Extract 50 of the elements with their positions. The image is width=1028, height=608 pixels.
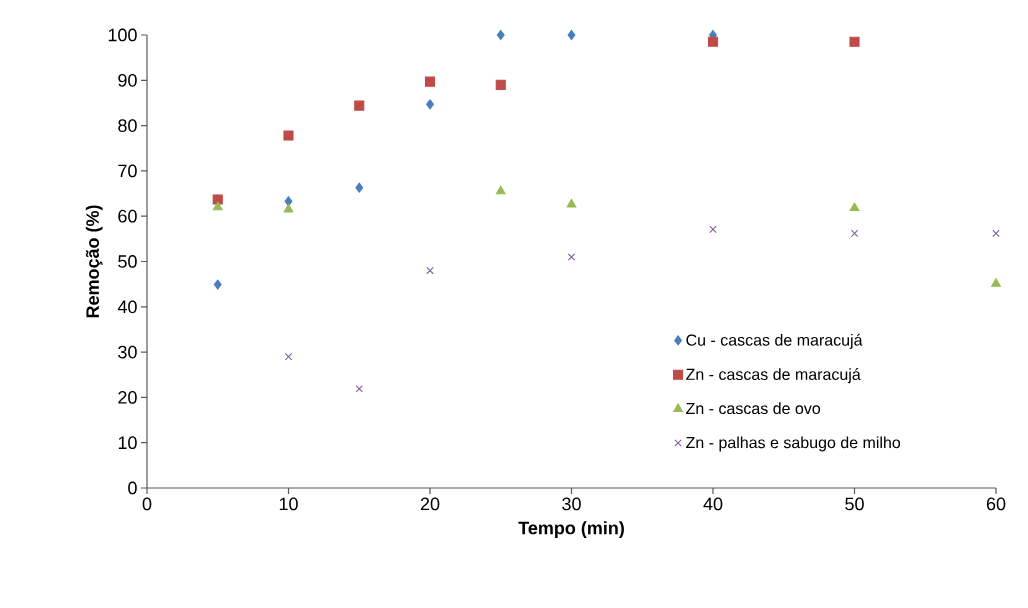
y-axis-title: Remoção (%) (85, 205, 103, 318)
y-tick-label: 50 (118, 255, 137, 268)
legend-label: Zn - palhas e sabugo de milho (686, 436, 901, 452)
x-axis-title: Tempo (min) (518, 521, 624, 538)
point (354, 100, 365, 111)
y-tick-label: 70 (118, 164, 137, 178)
point (849, 36, 860, 47)
legend-label: Zn - cascas de ovo (686, 402, 821, 415)
point (355, 182, 364, 193)
y-tick-label: 40 (117, 300, 137, 314)
x-tick-label: 40 (703, 497, 723, 511)
x-tick-label: 20 (420, 497, 440, 511)
point (355, 385, 363, 393)
y-tick-label: 80 (118, 119, 137, 132)
y-tick-label: 10 (118, 436, 137, 450)
x-tick-label: 10 (279, 497, 298, 511)
point (495, 79, 506, 90)
point (284, 196, 293, 207)
point (212, 194, 223, 205)
y-tick-label: 20 (118, 391, 137, 404)
y-tick-label: 100 (108, 28, 137, 42)
x-tick-label: 60 (986, 497, 1006, 511)
point (426, 99, 434, 110)
point (495, 185, 506, 195)
point (284, 352, 293, 361)
point (213, 279, 222, 290)
point (567, 29, 576, 41)
x-tick-label: 50 (845, 497, 864, 511)
point (283, 203, 294, 213)
legend-label: Cu - cascas de maracujá (686, 333, 863, 349)
point (849, 202, 860, 212)
point (850, 229, 859, 238)
point (566, 198, 577, 208)
point (426, 266, 434, 275)
legend-label: Zn - cascas de maracujá (686, 368, 861, 384)
y-tick-label: 90 (118, 73, 137, 87)
point (424, 76, 436, 87)
point (707, 36, 719, 47)
x-tick-label: 0 (142, 497, 152, 511)
y-tick-label: 30 (118, 345, 137, 359)
y-tick-label: 60 (118, 209, 137, 223)
point (496, 29, 505, 41)
point (567, 253, 576, 261)
point (992, 229, 1000, 238)
point (709, 225, 717, 234)
x-tick-label: 30 (562, 497, 581, 511)
point (212, 201, 223, 211)
point (991, 278, 1001, 287)
y-tick-label: 0 (128, 481, 137, 495)
point (283, 130, 294, 141)
